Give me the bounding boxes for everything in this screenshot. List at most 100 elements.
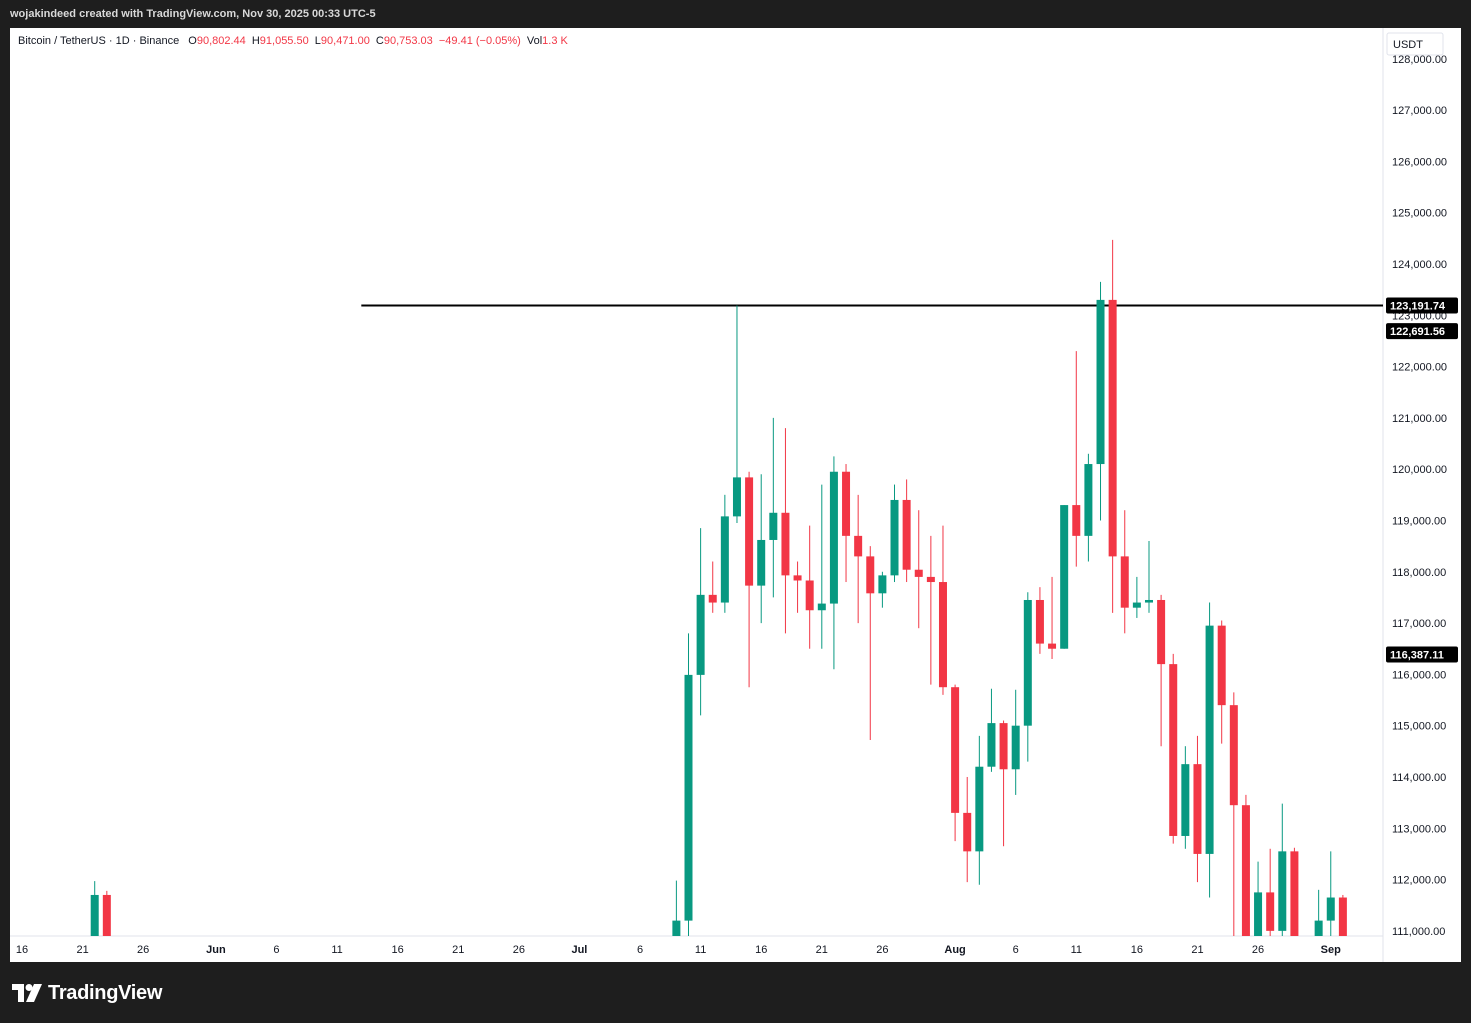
- candle-body-down: [1169, 664, 1178, 836]
- candle-body-down: [1229, 705, 1238, 806]
- x-tick-label: 21: [1191, 944, 1203, 956]
- candle-body-down: [999, 723, 1008, 770]
- candle-body-up: [684, 674, 693, 921]
- line-price-label-bg: [1386, 297, 1458, 314]
- candle-body-down: [854, 535, 863, 557]
- candle-body-down: [793, 575, 802, 581]
- y-tick-label: 117,000.00: [1392, 618, 1446, 630]
- x-tick-label: 21: [452, 944, 464, 956]
- candle-body-down: [1072, 505, 1081, 536]
- candle-body-down: [902, 499, 911, 570]
- candle-body-up: [696, 594, 705, 675]
- candle-body-up: [1314, 920, 1323, 936]
- candle-body-up: [878, 575, 887, 594]
- x-tick-label: 16: [16, 944, 28, 956]
- chart-panel[interactable]: USDT 111,000.00 112,000.00 113,000.00 114,00…: [10, 28, 1461, 962]
- candle-body-down: [805, 580, 814, 611]
- candle-body-up: [817, 603, 826, 611]
- x-tick-label: Sep: [1321, 944, 1341, 956]
- y-tick-label: 115,000.00: [1392, 721, 1446, 733]
- legend-close-value: 90,753.03: [383, 35, 433, 47]
- candle-body-down: [1035, 599, 1044, 644]
- legend-high-label: H: [251, 35, 260, 47]
- y-tick-label: 111,000.00: [1392, 926, 1445, 938]
- x-tick-label: 26: [137, 944, 149, 956]
- x-tick-label: Jun: [206, 944, 226, 956]
- candle-body-up: [1144, 599, 1153, 603]
- candle-body-down: [842, 471, 851, 536]
- candle-body-down: [963, 812, 972, 852]
- candle-body-down: [1193, 764, 1202, 854]
- y-tick-label: 125,000.00: [1392, 208, 1447, 220]
- legend-volume-label: Vol: [526, 35, 543, 47]
- candle-body-up: [1132, 602, 1141, 608]
- x-tick-label: 21: [76, 944, 88, 956]
- legend-symbol: Bitcoin / TetherUS · 1D · Binance: [18, 35, 180, 47]
- y-tick-label: 113,000.00: [1392, 823, 1446, 835]
- candle-body-up: [1278, 851, 1287, 931]
- x-tick-label: 11: [331, 944, 342, 956]
- currency-label: USDT: [1393, 39, 1423, 51]
- x-tick-label: 6: [1013, 944, 1019, 956]
- candle-body-down: [914, 569, 923, 577]
- y-tick-label: 118,000.00: [1392, 567, 1446, 579]
- candles-group: [90, 239, 1347, 936]
- y-tick-label: 120,000.00: [1392, 464, 1447, 476]
- candle-body-down: [1157, 599, 1166, 665]
- candle-body-down: [926, 576, 935, 583]
- candle-body-down: [1120, 556, 1129, 608]
- price-label-bg: [1386, 646, 1458, 663]
- candle-body-down: [1241, 805, 1250, 936]
- y-tick-label: 116,000.00: [1392, 669, 1446, 681]
- candle-body-up: [829, 471, 838, 604]
- legend-low-value: 90,471.00: [320, 35, 370, 47]
- candle-body-up: [1181, 764, 1190, 836]
- candle-body-up: [1023, 599, 1032, 726]
- y-tick-label: 119,000.00: [1392, 515, 1446, 527]
- legend-low-label: L: [314, 35, 321, 47]
- candle-body-up: [1254, 892, 1263, 936]
- x-tick-label: 21: [816, 944, 828, 956]
- legend-open-label: O: [188, 35, 197, 47]
- price-label: 122,691.56: [1390, 326, 1445, 338]
- y-tick-label: 126,000.00: [1392, 156, 1447, 168]
- y-tick-label: 128,000.00: [1392, 54, 1447, 66]
- y-tick-label: 124,000.00: [1392, 259, 1447, 271]
- ohlc-legend: Bitcoin / TetherUS · 1D · Binance O90,80…: [18, 35, 568, 47]
- candle-body-up: [890, 499, 899, 576]
- legend-close-label: C: [375, 35, 384, 47]
- candle-body-down: [1266, 892, 1275, 931]
- legend-volume-value: 1.3 K: [542, 35, 568, 47]
- candle-body-up: [987, 723, 996, 767]
- legend-change: −49.41 (−0.05%): [438, 35, 521, 47]
- candle-body-up: [720, 516, 729, 603]
- candlestick-chart[interactable]: USDT 111,000.00 112,000.00 113,000.00 114,00…: [10, 28, 1461, 962]
- x-tick-label: 11: [1071, 944, 1082, 956]
- candle-body-down: [951, 687, 960, 813]
- candle-body-down: [1108, 299, 1117, 557]
- y-tick-label: 121,000.00: [1392, 413, 1447, 425]
- candle-body-down: [781, 512, 790, 576]
- legend-open-value: 90,802.44: [196, 35, 246, 47]
- candle-body-up: [769, 512, 778, 540]
- x-tick-label: 6: [273, 944, 279, 956]
- x-tick-label: 26: [513, 944, 525, 956]
- candle-body-up: [1060, 505, 1069, 649]
- x-tick-label: 26: [1252, 944, 1264, 956]
- price-label: 116,387.11: [1390, 650, 1444, 662]
- y-tick-label: 122,000.00: [1392, 362, 1447, 374]
- candle-body-up: [90, 894, 99, 936]
- tradingview-brand: TradingView: [48, 982, 163, 1004]
- candle-body-down: [102, 894, 111, 936]
- candle-body-up: [1326, 897, 1335, 921]
- legend-high-value: 91,055.50: [259, 35, 309, 47]
- y-tick-label: 114,000.00: [1392, 772, 1446, 784]
- candle-body-down: [1338, 897, 1347, 936]
- candle-body-up: [732, 477, 741, 517]
- candle-body-up: [1205, 625, 1214, 854]
- candle-body-up: [975, 766, 984, 852]
- x-tick-label: Jul: [571, 944, 587, 956]
- candle-body-down: [745, 477, 754, 586]
- y-tick-label: 112,000.00: [1392, 875, 1446, 887]
- top-bar: wojakindeed created with TradingView.com…: [0, 0, 1471, 28]
